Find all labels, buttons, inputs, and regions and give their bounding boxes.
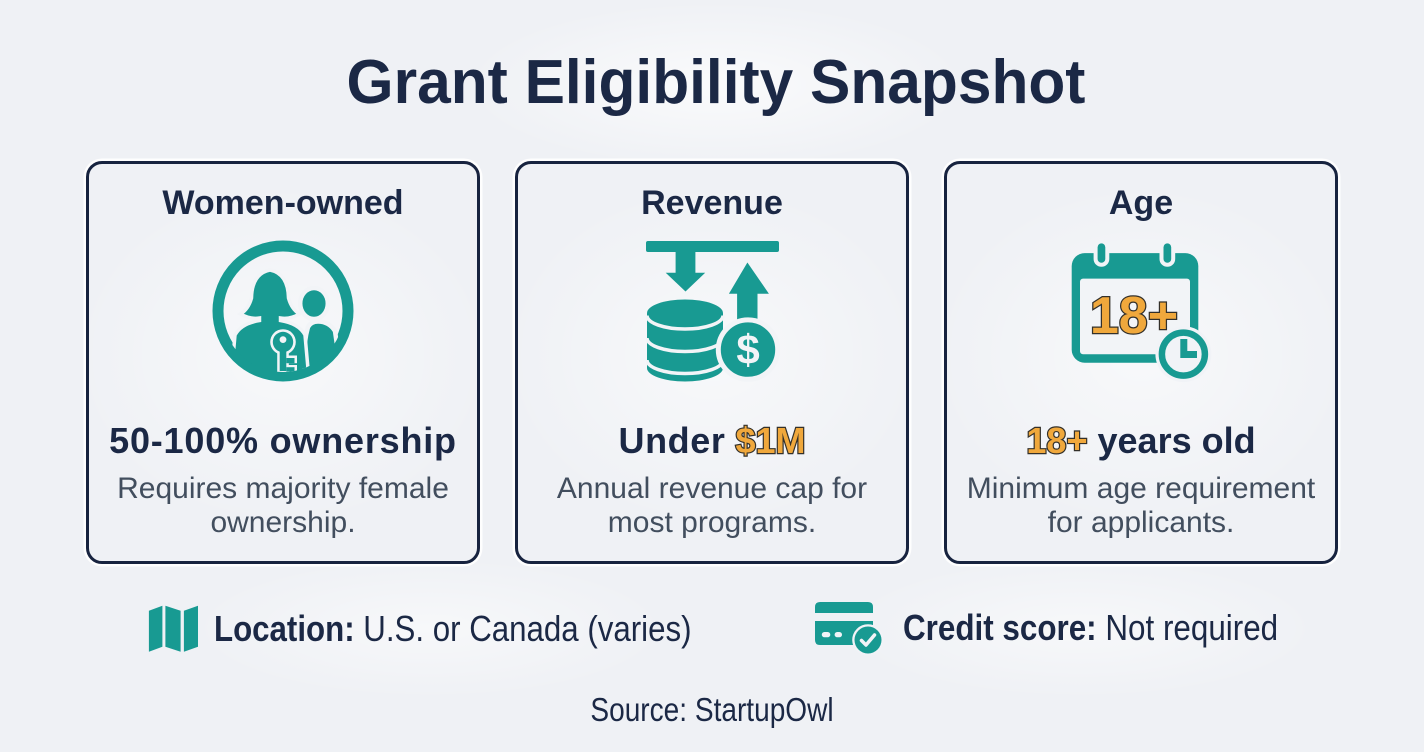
svg-text:$: $ [736, 326, 759, 373]
